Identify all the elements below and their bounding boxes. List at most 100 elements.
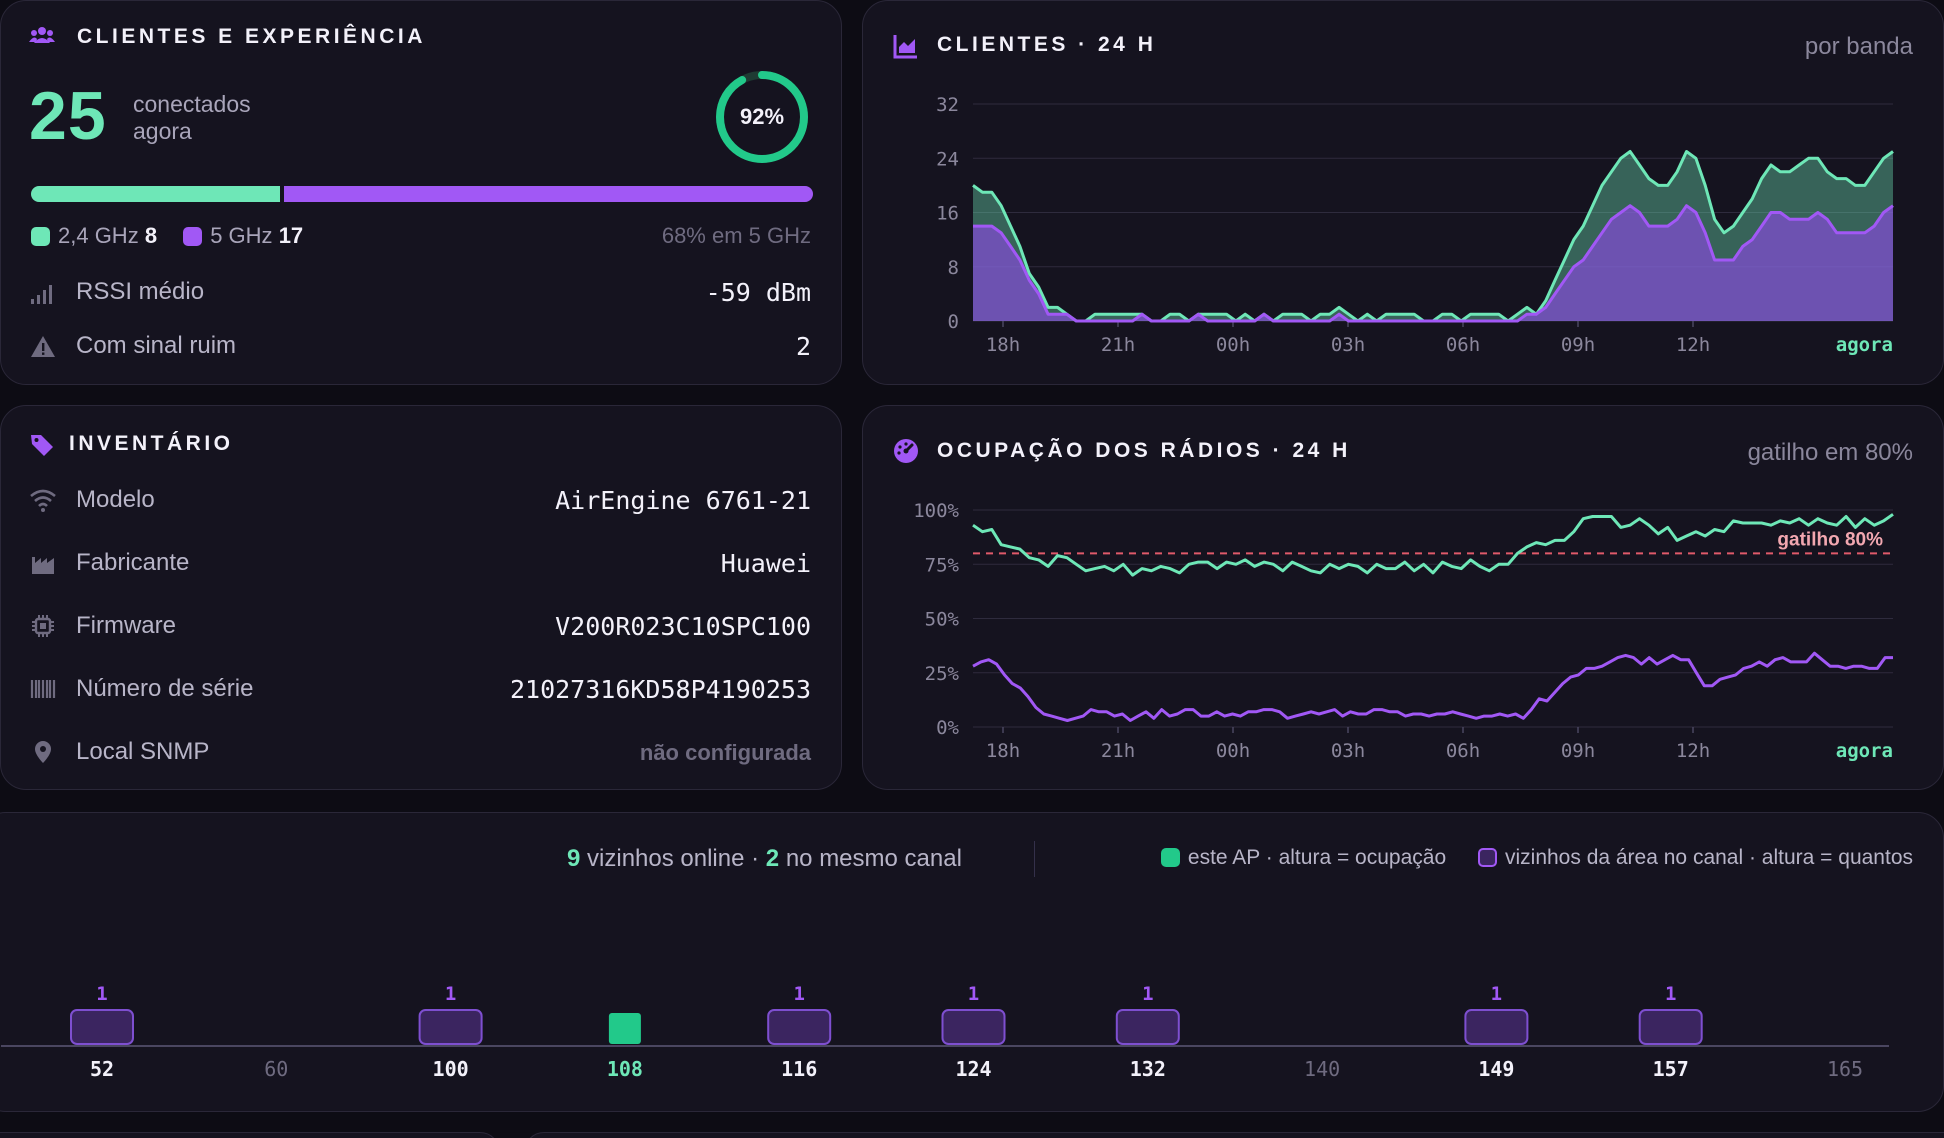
x-tick-label: 06h [1446,740,1480,762]
y-tick-label: 24 [936,148,959,170]
x-tick-label: 03h [1331,740,1365,762]
neighbor-count-label: 1 [1142,983,1153,1005]
series-line [973,204,1894,323]
location-pin-icon [35,741,51,763]
channel-label: 132 [1130,1057,1166,1081]
neighbor-bar [1464,1009,1529,1045]
neighbor-count-label: 1 [445,983,456,1005]
channel-label: 108 [607,1057,643,1081]
x-tick-label: 18h [986,334,1020,356]
radio-chart-subtitle: gatilho em 80% [1747,439,1913,466]
neighbor-count-label: 1 [1491,983,1502,1005]
y-tick-label: 16 [936,203,959,225]
band-split-bar [31,186,813,202]
neighbors-card: 9 vizinhos online · 2 no mesmo canal est… [0,812,1944,1112]
next-card-right [524,1132,1944,1138]
x-tick-label: 18h [986,740,1020,762]
inventory-title: INVENTÁRIO [69,432,234,455]
channel-label: 157 [1653,1057,1689,1081]
channel-label: 100 [433,1057,469,1081]
band-share: 68% em 5 GHz [661,223,811,248]
client-count-label: conectados agora [133,91,251,144]
experience-score: 92% [739,104,785,129]
inventory-card: INVENTÁRIO Modelo AirEngine 6761-21 Fabr… [0,405,842,790]
x-tick-label: 06h [1446,334,1480,356]
inventory-row-label: Número de série [76,675,254,702]
warning-icon [31,336,55,357]
channel-label: 140 [1304,1057,1340,1081]
tag-icon [31,435,53,456]
band-5-bar [283,186,813,202]
x-tick-label: 12h [1676,740,1710,762]
inventory-row-label: Firmware [76,612,176,639]
x-end-label: agora [1836,334,1893,356]
area-chart-icon [893,35,917,59]
band-24-bar [31,186,280,202]
factory-icon [32,557,54,574]
rssi-value: -59 dBm [705,278,811,307]
series-line [972,651,1893,722]
neighbor-count-label: 1 [1665,983,1676,1005]
neighbor-bar [1115,1009,1180,1045]
users-icon [29,27,55,43]
y-tick-label: 32 [936,94,959,116]
band-legend: 2,4 GHz 8 5 GHz 17 [31,223,303,249]
band-24-swatch [31,227,50,246]
y-tick-label: 0% [936,717,959,739]
this-ap-swatch [1160,848,1180,867]
gauge-icon [894,439,918,463]
clients-area-chart: 0 8 16 24 32 18h 21h 00h 03h 06h 09h 12h agora [936,94,1894,356]
channel-neighbors-chart: 1 52 60 1 100 108 1 116 1 124 1 132 140 1 149 1 157 165 [1,983,1889,1081]
y-tick-label: 75% [925,554,960,576]
x-tick-label: 21h [1101,334,1135,356]
x-end-label: agora [1836,740,1893,762]
clients-chart-subtitle: por banda [1804,33,1913,60]
clients-card: CLIENTES E EXPERIÊNCIA 25 conectados ago… [0,0,842,385]
neighbors-summary: 9 vizinhos online · 2 no mesmo canal [567,845,962,872]
bad-signal-label: Com sinal ruim [76,332,237,359]
channel-label: 60 [264,1057,288,1081]
radio-occupancy-card: OCUPAÇÃO DOS RÁDIOS · 24 H gatilho em 80… [862,405,1944,790]
radio-chart-title: OCUPAÇÃO DOS RÁDIOS · 24 H [937,439,1351,462]
bad-signal-value: 2 [795,332,811,361]
wifi-icon [30,489,56,512]
experience-score-ring [716,71,808,163]
y-tick-label: 25% [925,663,960,685]
channel-label: 165 [1827,1057,1863,1081]
threshold-label: gatilho 80% [1777,529,1883,550]
neighbor-count-label: 1 [96,983,107,1005]
series-area [973,205,1893,321]
channel-label: 149 [1478,1057,1514,1081]
y-tick-label: 0 [948,311,959,333]
neighbor-bar [941,1009,1006,1045]
y-tick-label: 50% [925,609,960,631]
series-line [972,513,1894,577]
neighbor-bar [70,1009,134,1045]
inventory-row-value: 21027316KD58P4190253 [509,675,811,704]
clients-24h-card: CLIENTES · 24 H por banda 0 8 16 24 32 18h 21h… [862,0,1944,385]
client-count: 25 [29,78,107,154]
neighbors-swatch [1477,848,1497,867]
x-tick-label: 21h [1101,740,1135,762]
x-tick-label: 00h [1216,740,1250,762]
chip-icon [32,615,54,637]
clients-card-title: CLIENTES E EXPERIÊNCIA [77,25,426,48]
inventory-row-value: AirEngine 6761-21 [555,486,811,515]
clients-chart-title: CLIENTES · 24 H [937,33,1157,56]
inventory-row-label: Modelo [76,486,155,513]
band-5-swatch [183,227,203,246]
x-tick-label: 09h [1561,334,1595,356]
radio-occupancy-chart: 0% 25% 50% 75% 100% 18h 21h 00h 03h 06h 09h 12h agor… [913,500,1894,762]
x-tick-label: 00h [1216,334,1250,356]
neighbor-bar [418,1009,483,1045]
neighbors-legend: este AP · altura = ocupação vizinhos da … [1160,846,1913,870]
next-card-left [0,1132,500,1138]
inventory-row-label: Fabricante [76,549,190,576]
y-tick-label: 8 [948,257,959,279]
signal-bars-icon [31,285,52,304]
y-tick-label: 100% [913,500,959,522]
inventory-row-value: Huawei [720,549,811,578]
legend-divider [1034,841,1035,877]
inventory-row-value: V200R023C10SPC100 [555,612,811,641]
neighbor-count-label: 1 [968,983,979,1005]
